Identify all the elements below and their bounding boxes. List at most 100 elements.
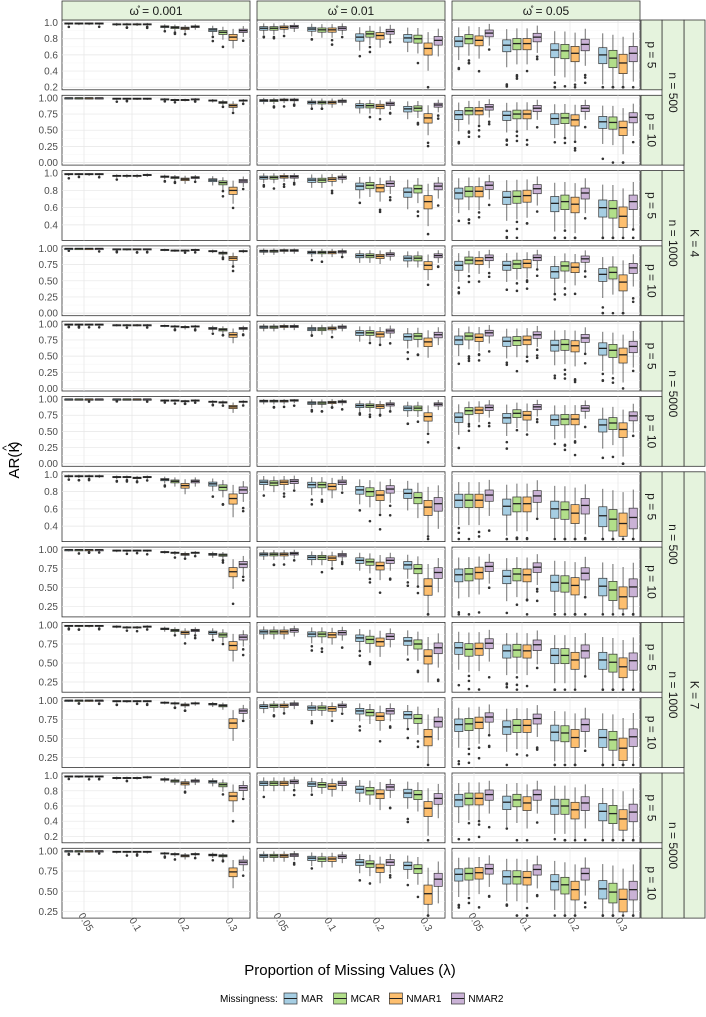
- outlier-point: [406, 357, 410, 361]
- y-tick-label: 0.75: [39, 715, 59, 726]
- outlier-point: [457, 613, 461, 616]
- outlier-point: [601, 379, 605, 382]
- outlier-point: [525, 69, 529, 73]
- outlier-point: [505, 361, 509, 365]
- outlier-point: [406, 736, 410, 740]
- box-nmar2: [580, 644, 590, 659]
- box-mcar: [608, 200, 618, 219]
- outlier-point: [231, 269, 235, 273]
- outlier-point: [525, 598, 529, 602]
- outlier-point: [135, 702, 139, 706]
- panel: [256, 697, 446, 768]
- n-strip-label: n = 5000: [666, 822, 680, 869]
- outlier-point: [183, 790, 187, 794]
- outlier-point: [426, 232, 430, 236]
- box-mar: [598, 577, 608, 597]
- outlier-point: [467, 355, 471, 358]
- outlier-point: [358, 201, 362, 205]
- outlier-point: [505, 685, 509, 689]
- outlier-point: [535, 894, 539, 898]
- outlier-point: [515, 236, 519, 240]
- outlier-point: [368, 50, 372, 54]
- n-strip-label: n = 5000: [666, 370, 680, 417]
- n-strip-label: n = 500: [666, 524, 680, 565]
- outlier-point: [505, 440, 509, 444]
- outlier-point: [515, 683, 519, 687]
- outlier-point: [601, 537, 605, 541]
- outlier-point: [611, 381, 615, 384]
- p-strip: [640, 772, 663, 844]
- box-mar: [502, 870, 512, 885]
- p-strip-label: p = 10: [645, 565, 659, 599]
- outlier-point: [621, 537, 625, 541]
- outlier-point: [416, 210, 420, 213]
- outlier-point: [292, 489, 296, 492]
- outlier-point: [477, 906, 481, 909]
- box-nmar1: [618, 422, 628, 438]
- outlier-point: [426, 613, 430, 616]
- p-strip: [640, 697, 663, 768]
- outlier-point: [221, 105, 225, 109]
- outlier-point: [87, 478, 91, 482]
- outlier-point: [330, 38, 334, 42]
- outlier-point: [163, 100, 167, 103]
- outlier-point: [378, 117, 382, 121]
- p-strip: [640, 471, 663, 542]
- outlier-point: [515, 753, 519, 756]
- outlier-point: [487, 895, 491, 898]
- outlier-point: [601, 236, 605, 240]
- outlier-point: [320, 107, 324, 110]
- y-tick-label: 0.50: [39, 583, 59, 594]
- outlier-point: [163, 180, 167, 183]
- outlier-point: [145, 628, 149, 631]
- y-tick-label: 1.00: [39, 846, 59, 857]
- y-tick-label: 1.00: [39, 620, 59, 631]
- box-mcar: [608, 509, 618, 532]
- y-tick-label: 1.00: [39, 244, 59, 255]
- p-strip: [640, 94, 663, 166]
- p-strip-label: p = 10: [645, 866, 659, 900]
- outlier-point: [231, 111, 235, 115]
- outlier-point: [573, 838, 577, 842]
- outlier-point: [477, 135, 481, 138]
- box-nmar2: [433, 497, 443, 512]
- outlier-point: [515, 139, 519, 143]
- box-nmar1: [570, 651, 580, 670]
- outlier-point: [416, 214, 420, 218]
- outlier-point: [292, 788, 296, 792]
- outlier-point: [553, 914, 557, 917]
- outlier-point: [535, 748, 539, 751]
- box-mar: [598, 506, 608, 528]
- outlier-point: [611, 376, 615, 380]
- outlier-point: [553, 837, 557, 841]
- outlier-point: [241, 575, 245, 579]
- outlier-point: [487, 586, 491, 589]
- n-strip: [661, 320, 685, 467]
- outlier-point: [77, 175, 81, 179]
- outlier-point: [406, 351, 410, 354]
- outlier-point: [221, 333, 225, 337]
- box-layer: [64, 22, 638, 917]
- outlier-point: [601, 763, 605, 767]
- outlier-point: [340, 646, 344, 649]
- box-nmar2: [628, 728, 638, 747]
- outlier-point: [272, 714, 276, 717]
- outlier-point: [67, 249, 71, 252]
- box-mcar: [560, 876, 570, 895]
- panel: [256, 847, 446, 919]
- outlier-point: [125, 552, 129, 556]
- box-nmar1: [423, 729, 433, 747]
- outlier-point: [611, 236, 615, 240]
- box-mar: [598, 729, 608, 748]
- box-nmar1: [570, 729, 580, 748]
- outlier-point: [535, 57, 539, 61]
- n-strip: [661, 19, 685, 166]
- outlier-point: [426, 440, 430, 444]
- outlier-point: [426, 537, 430, 541]
- box-mcar: [560, 501, 570, 520]
- outlier-point: [515, 77, 519, 80]
- outlier-point: [426, 144, 430, 148]
- column-strip-1: [61, 0, 251, 21]
- outlier-point: [125, 478, 129, 482]
- box-mar: [502, 569, 512, 585]
